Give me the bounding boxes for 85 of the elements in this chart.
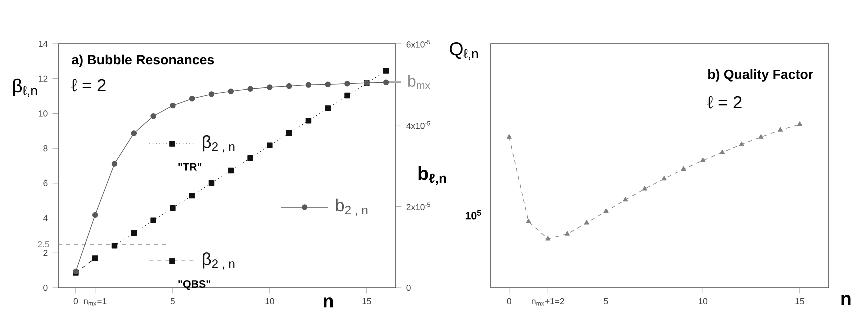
y2-tick-label: 0 <box>406 284 411 292</box>
text: 10$^{5}$ <box>466 210 482 220</box>
point <box>131 230 138 236</box>
point <box>286 83 292 90</box>
point <box>642 186 648 191</box>
point <box>150 218 156 224</box>
y-tick-label: 2 <box>44 250 48 256</box>
x-tick-label: 5 <box>170 298 175 304</box>
legend-label: β$_{2 , n}$ <box>203 136 235 153</box>
point <box>739 142 744 146</box>
y2-tick-label: 2x10$^{-5}$ <box>406 202 430 210</box>
point <box>189 96 196 102</box>
text: ℓ = 2 <box>708 96 742 109</box>
x-tick-label: 10 <box>698 298 708 305</box>
point <box>150 114 156 120</box>
point <box>662 176 667 181</box>
x-tick-label: 0 <box>74 298 78 305</box>
ref-line-label: b$_{mx}$ <box>408 75 430 90</box>
point <box>344 80 350 87</box>
point <box>546 236 551 241</box>
ref-line-label: 2.5 <box>38 241 50 248</box>
y-tick-label: 0 <box>44 284 48 292</box>
y-tick-label: 12 <box>39 76 48 82</box>
text: a) Bubble Resonances <box>72 54 214 68</box>
point <box>189 192 196 199</box>
x-tick-label: n$_{mx}$+1=2 <box>532 298 564 306</box>
x-axis-title: n <box>842 295 851 306</box>
point <box>306 118 312 124</box>
point <box>248 86 254 92</box>
y2-tick-label: 6x10$^{-5}$ <box>406 40 430 48</box>
point <box>383 68 390 74</box>
point <box>112 161 118 167</box>
legend-label: β$_{2 , n}$ <box>203 252 235 270</box>
point <box>112 242 118 249</box>
y-axis-title: Q$_{ℓ,n}$ <box>450 42 478 60</box>
point <box>306 82 312 88</box>
point <box>170 102 176 109</box>
legend-label: b$_{2 , n}$ <box>336 198 368 216</box>
point <box>344 92 350 99</box>
annotation: "QBS" <box>178 280 210 290</box>
point <box>267 142 273 148</box>
point <box>228 168 234 174</box>
point <box>267 84 273 90</box>
x-axis-title: n <box>324 298 334 308</box>
point <box>170 205 176 212</box>
point <box>208 92 215 98</box>
point <box>720 150 726 154</box>
point <box>131 130 138 136</box>
x-tick-label: 15 <box>796 298 804 304</box>
y-axis-title: β$_{ℓ,n}$ <box>13 78 38 97</box>
y2-axis-title: b$_{ℓ,n}$ <box>418 166 446 185</box>
point <box>506 134 512 139</box>
point <box>778 127 784 132</box>
y-tick-label: 6 <box>44 180 48 186</box>
point <box>248 155 254 162</box>
x-tick-label: 15 <box>362 298 372 304</box>
point <box>92 256 98 262</box>
point <box>584 220 590 225</box>
point <box>797 122 802 126</box>
point <box>325 106 331 112</box>
y-tick-label: 4 <box>43 215 48 222</box>
point <box>700 158 706 162</box>
y-tick-label: 8 <box>44 146 48 152</box>
y-tick-label: 10 <box>39 110 48 117</box>
x-tick-label: 10 <box>266 298 274 305</box>
point <box>758 134 764 139</box>
point <box>564 231 570 236</box>
point <box>681 166 686 171</box>
point <box>228 88 234 94</box>
annotation: "TR" <box>178 163 202 171</box>
point <box>623 197 628 202</box>
point <box>325 82 331 88</box>
point <box>286 130 292 136</box>
chart-title: b) Quality Factor <box>708 70 814 82</box>
y-tick-label: 14 <box>39 41 48 47</box>
point <box>526 218 532 224</box>
annotation: ℓ = 2 <box>72 79 106 92</box>
point <box>208 180 215 186</box>
y2-tick-label: 4x10$^{-5}$ <box>406 122 430 130</box>
point <box>92 212 98 218</box>
x-tick-label: 0 <box>507 298 512 305</box>
point <box>604 208 609 214</box>
x-tick-label: 5 <box>604 298 608 304</box>
point <box>383 80 390 86</box>
x-tick-label: n$_{mx}$=1 <box>84 298 107 306</box>
